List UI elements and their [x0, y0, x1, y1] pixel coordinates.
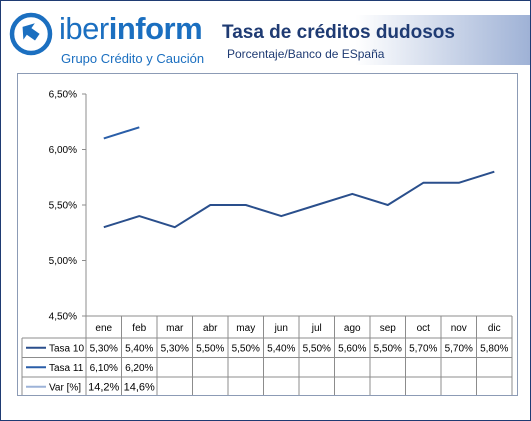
data-label: 14,2%: [88, 381, 119, 393]
x-tick-label: ago: [344, 323, 361, 334]
y-tick-label: 4,50%: [49, 312, 77, 323]
data-label: 14,6%: [124, 381, 155, 393]
brand-logo-part2: inform: [108, 11, 203, 46]
brand-tagline: Grupo Crédito y Caución: [61, 51, 205, 66]
data-label: 5,30%: [90, 343, 118, 354]
x-tick-label: mar: [166, 323, 184, 334]
x-tick-label: nov: [451, 323, 467, 334]
y-tick-label: 6,50%: [49, 90, 77, 101]
x-tick-label: feb: [132, 323, 146, 334]
data-label: 5,40%: [267, 343, 295, 354]
chart-panel: 4,50% 5,00% 5,50% 6,00% 6,50% ene feb mar abr ma…: [17, 73, 518, 396]
data-label: 5,50%: [374, 343, 402, 354]
data-label: 5,50%: [196, 343, 224, 354]
x-tick-label: jul: [311, 323, 322, 334]
x-tick-label: dic: [488, 323, 501, 334]
x-tick-label: jun: [274, 323, 288, 334]
data-label: 5,50%: [303, 343, 331, 354]
y-tick-label: 6,00%: [49, 145, 77, 156]
x-tick-label: abr: [203, 323, 218, 334]
x-tick-label: sep: [380, 323, 397, 334]
chart-title: Tasa de créditos dudosos: [222, 22, 455, 43]
arrows-circle-icon: [9, 12, 53, 56]
x-tick-label: oct: [417, 323, 431, 334]
series-line-tasa-10: [103, 170, 495, 229]
chart-subtitle: Porcentaje/Banco de ESpaña: [227, 47, 385, 61]
x-tick-label: may: [236, 323, 255, 334]
legend-label: Tasa 10: [49, 343, 84, 354]
y-tick-label: 5,00%: [49, 256, 77, 267]
header-band: [213, 15, 530, 65]
brand-logo-part1: iber: [59, 11, 109, 46]
legend-label: Tasa 11: [49, 363, 84, 374]
data-label: 5,80%: [480, 343, 508, 354]
data-label: 5,50%: [232, 343, 260, 354]
y-tick-label: 5,50%: [49, 201, 77, 212]
data-label: 5,70%: [445, 343, 473, 354]
x-tick-label: ene: [95, 323, 112, 334]
data-label: 5,70%: [409, 343, 437, 354]
data-label: 5,30%: [161, 343, 189, 354]
data-label: 6,10%: [90, 363, 118, 374]
legend-label: Var [%]: [49, 382, 81, 393]
brand-logo: iberinform: [59, 11, 203, 46]
line-chart: 4,50% 5,00% 5,50% 6,00% 6,50% ene feb mar abr ma…: [21, 90, 513, 395]
data-table: ene feb mar abr may jun jul ago sep oct nov dic Tasa…: [21, 315, 513, 395]
data-label: 5,60%: [338, 343, 366, 354]
series-line-tasa-11: [103, 126, 140, 140]
data-label: 6,20%: [125, 363, 153, 374]
chart-axes: 4,50% 5,00% 5,50% 6,00% 6,50%: [49, 90, 87, 323]
chart-series: [103, 126, 495, 229]
data-label: 5,40%: [125, 343, 153, 354]
